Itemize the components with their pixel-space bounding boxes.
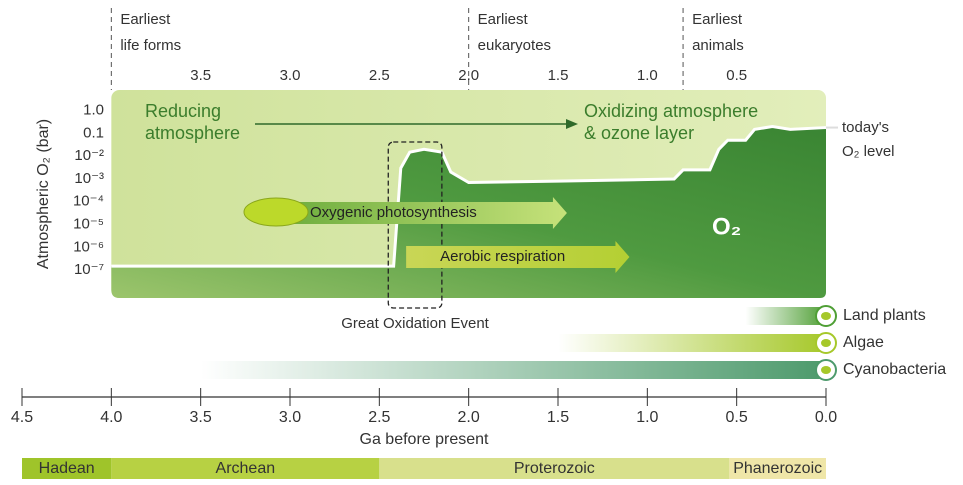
eon-label: Phanerozoic	[733, 460, 822, 477]
organism-icon-inner	[821, 339, 831, 347]
milestone-label: animals	[692, 37, 744, 54]
x2-tick-label: 1.0	[637, 67, 658, 84]
x-axis-label: Ga before present	[360, 431, 490, 448]
organism-label: Cyanobacteria	[843, 361, 946, 378]
x-tick-label: 3.0	[279, 409, 301, 426]
oxidizing-label: Oxidizing atmosphere	[584, 101, 758, 121]
oxidizing-label: & ozone layer	[584, 123, 694, 143]
organism-label: Algae	[843, 334, 884, 351]
goe-label: Great Oxidation Event	[341, 315, 489, 332]
organism-label: Land plants	[843, 307, 926, 324]
eon-label: Archean	[216, 460, 276, 477]
organism-bar	[201, 361, 826, 379]
organism-icon-inner	[821, 312, 831, 320]
x-tick-label: 3.5	[190, 409, 212, 426]
y-tick-label: 10⁻⁴	[73, 193, 104, 210]
x-tick-label: 1.5	[547, 409, 569, 426]
x-tick-label: 0.5	[726, 409, 748, 426]
y-tick-label: 0.1	[83, 124, 104, 141]
eon-label: Proterozoic	[514, 460, 595, 477]
organism-icon-inner	[821, 366, 831, 374]
y-tick-label: 1.0	[83, 102, 104, 119]
y-tick-label: 10⁻⁵	[73, 216, 104, 233]
reducing-label: atmosphere	[145, 123, 240, 143]
y-tick-label: 10⁻²	[74, 147, 104, 164]
x-tick-label: 4.0	[100, 409, 122, 426]
milestone-label: Earliest	[120, 11, 171, 28]
y-axis-label: Atmospheric O₂ (bar)	[35, 119, 52, 269]
today-label: O₂ level	[842, 143, 895, 160]
organism-bar	[746, 307, 826, 325]
o2-label: O₂	[712, 213, 741, 240]
milestone-label: eukaryotes	[478, 37, 551, 54]
reducing-label: Reducing	[145, 101, 221, 121]
process-label: Oxygenic photosynthesis	[310, 204, 477, 221]
x-tick-label: 2.0	[458, 409, 480, 426]
y-tick-label: 10⁻³	[74, 170, 104, 187]
today-label: today's	[842, 119, 889, 136]
y-tick-label: 10⁻⁷	[74, 261, 104, 278]
x-tick-label: 4.5	[11, 409, 33, 426]
process-label: Aerobic respiration	[440, 248, 565, 265]
x2-tick-label: 0.5	[726, 67, 747, 84]
milestone-label: Earliest	[478, 11, 529, 28]
x2-tick-label: 1.5	[548, 67, 569, 84]
y-tick-label: 10⁻⁶	[73, 238, 104, 255]
chart: Earliest life forms Earliest eukaryotes Earl…	[0, 0, 963, 480]
x-tick-label: 1.0	[636, 409, 658, 426]
eon-label: Hadean	[39, 460, 95, 477]
x2-tick-label: 2.5	[369, 67, 390, 84]
milestone-label: Earliest	[692, 11, 743, 28]
x2-tick-label: 3.5	[190, 67, 211, 84]
x-tick-label: 0.0	[815, 409, 837, 426]
milestone-label: life forms	[120, 37, 181, 54]
x2-tick-label: 2.0	[458, 67, 479, 84]
enzyme-icon	[244, 198, 308, 226]
organism-bar	[558, 334, 826, 352]
x-tick-label: 2.5	[368, 409, 390, 426]
figure: Earliest life forms Earliest eukaryotes Earl…	[11, 8, 946, 479]
x2-tick-label: 3.0	[280, 67, 301, 84]
